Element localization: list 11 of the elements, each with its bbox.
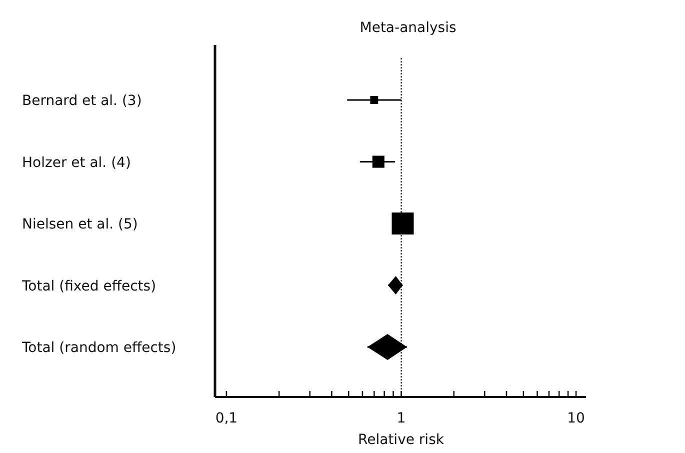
y-tick-label: Holzer et al. (4) bbox=[22, 154, 131, 171]
x-tick-label: 0,1 bbox=[215, 410, 238, 426]
x-tick-label: 10 bbox=[567, 410, 585, 426]
x-axis-title: Relative risk bbox=[358, 432, 445, 448]
point bbox=[372, 156, 384, 168]
x-tick-label: 1 bbox=[396, 410, 406, 426]
chart-title: Meta-analysis bbox=[360, 20, 456, 36]
y-tick-label: Bernard et al. (3) bbox=[22, 93, 142, 109]
y-tick-label: Total (random effects) bbox=[21, 340, 176, 356]
y-tick-label: Total (fixed effects) bbox=[21, 278, 156, 294]
y-tick-label: Nielsen et al. (5) bbox=[22, 216, 138, 232]
